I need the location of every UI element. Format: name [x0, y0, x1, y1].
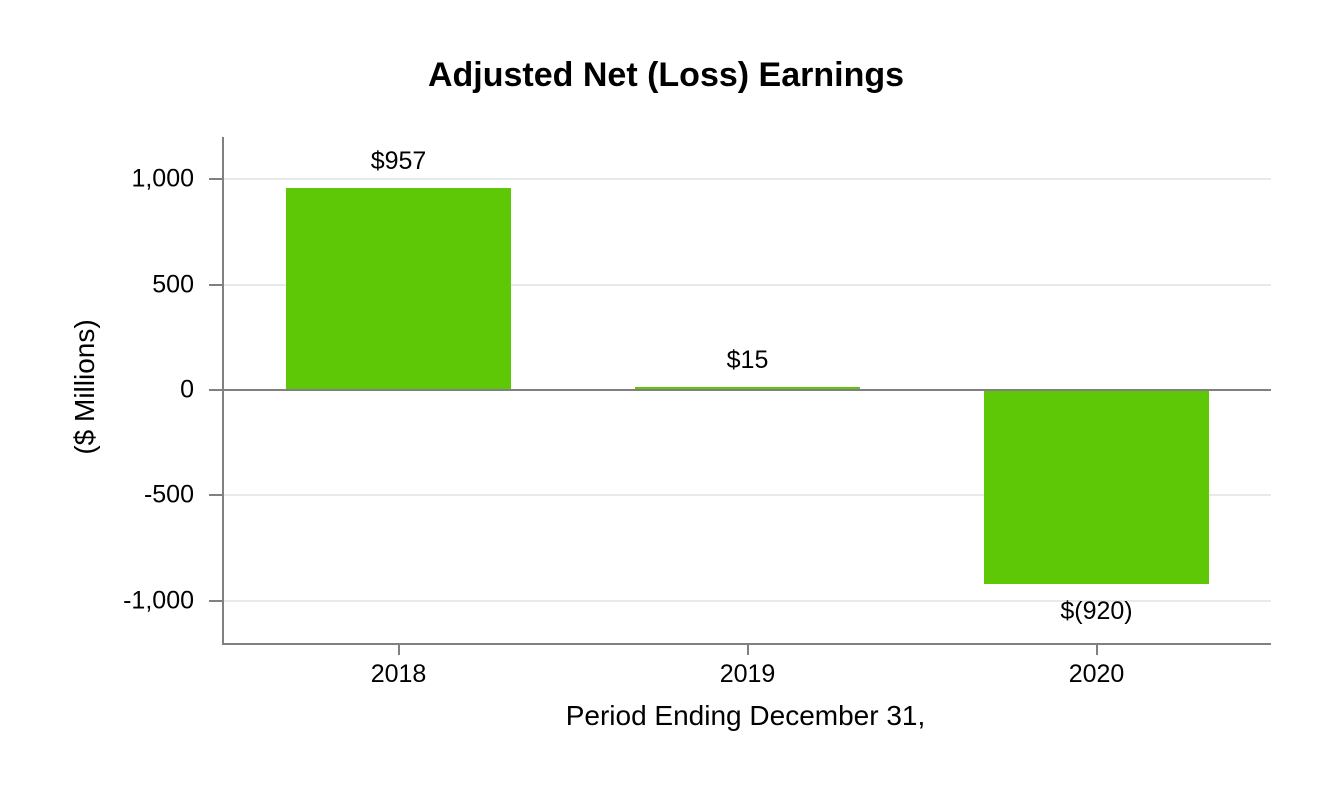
value-label-2020: $(920)	[1060, 596, 1133, 625]
y-tick-label--1000: -1,000	[123, 586, 194, 615]
gridline-y--500	[224, 494, 1271, 497]
zero-line	[224, 389, 1271, 391]
x-tick-label-2020: 2020	[1068, 660, 1125, 688]
x-tick-label-2019: 2019	[719, 660, 776, 688]
gridline-y-500	[224, 283, 1271, 286]
x-tick-2018	[397, 643, 400, 655]
gridline-y-1000	[224, 178, 1271, 181]
chart-title: Adjusted Net (Loss) Earnings	[427, 56, 905, 94]
y-tick-1000	[209, 178, 222, 181]
x-tick-2020	[1095, 643, 1098, 655]
y-tick-label-1000: 1,000	[131, 164, 194, 193]
y-tick-label-0: 0	[180, 375, 194, 404]
y-tick-label--500: -500	[143, 480, 194, 509]
bar-2018	[286, 188, 511, 390]
x-axis-title: Period Ending December 31,	[565, 700, 926, 731]
x-tick-2019	[746, 643, 749, 655]
y-tick-500	[209, 283, 222, 286]
value-label-2018: $957	[370, 147, 427, 176]
y-tick--500	[209, 494, 222, 497]
y-axis-title: ($ Millions)	[69, 319, 100, 455]
y-tick-label-500: 500	[152, 270, 194, 299]
value-label-2019: $15	[726, 345, 769, 374]
y-tick-0	[209, 389, 222, 391]
y-tick--1000	[209, 599, 222, 602]
plot-area: $957 $15 $(920) 1,000 500 0 -500 -1,000 2018 2019…	[123, 137, 1271, 688]
bar-2019	[635, 386, 860, 390]
gridline-y--1000	[224, 599, 1271, 602]
x-tick-label-2018: 2018	[370, 660, 427, 688]
bar-2020	[984, 390, 1209, 584]
